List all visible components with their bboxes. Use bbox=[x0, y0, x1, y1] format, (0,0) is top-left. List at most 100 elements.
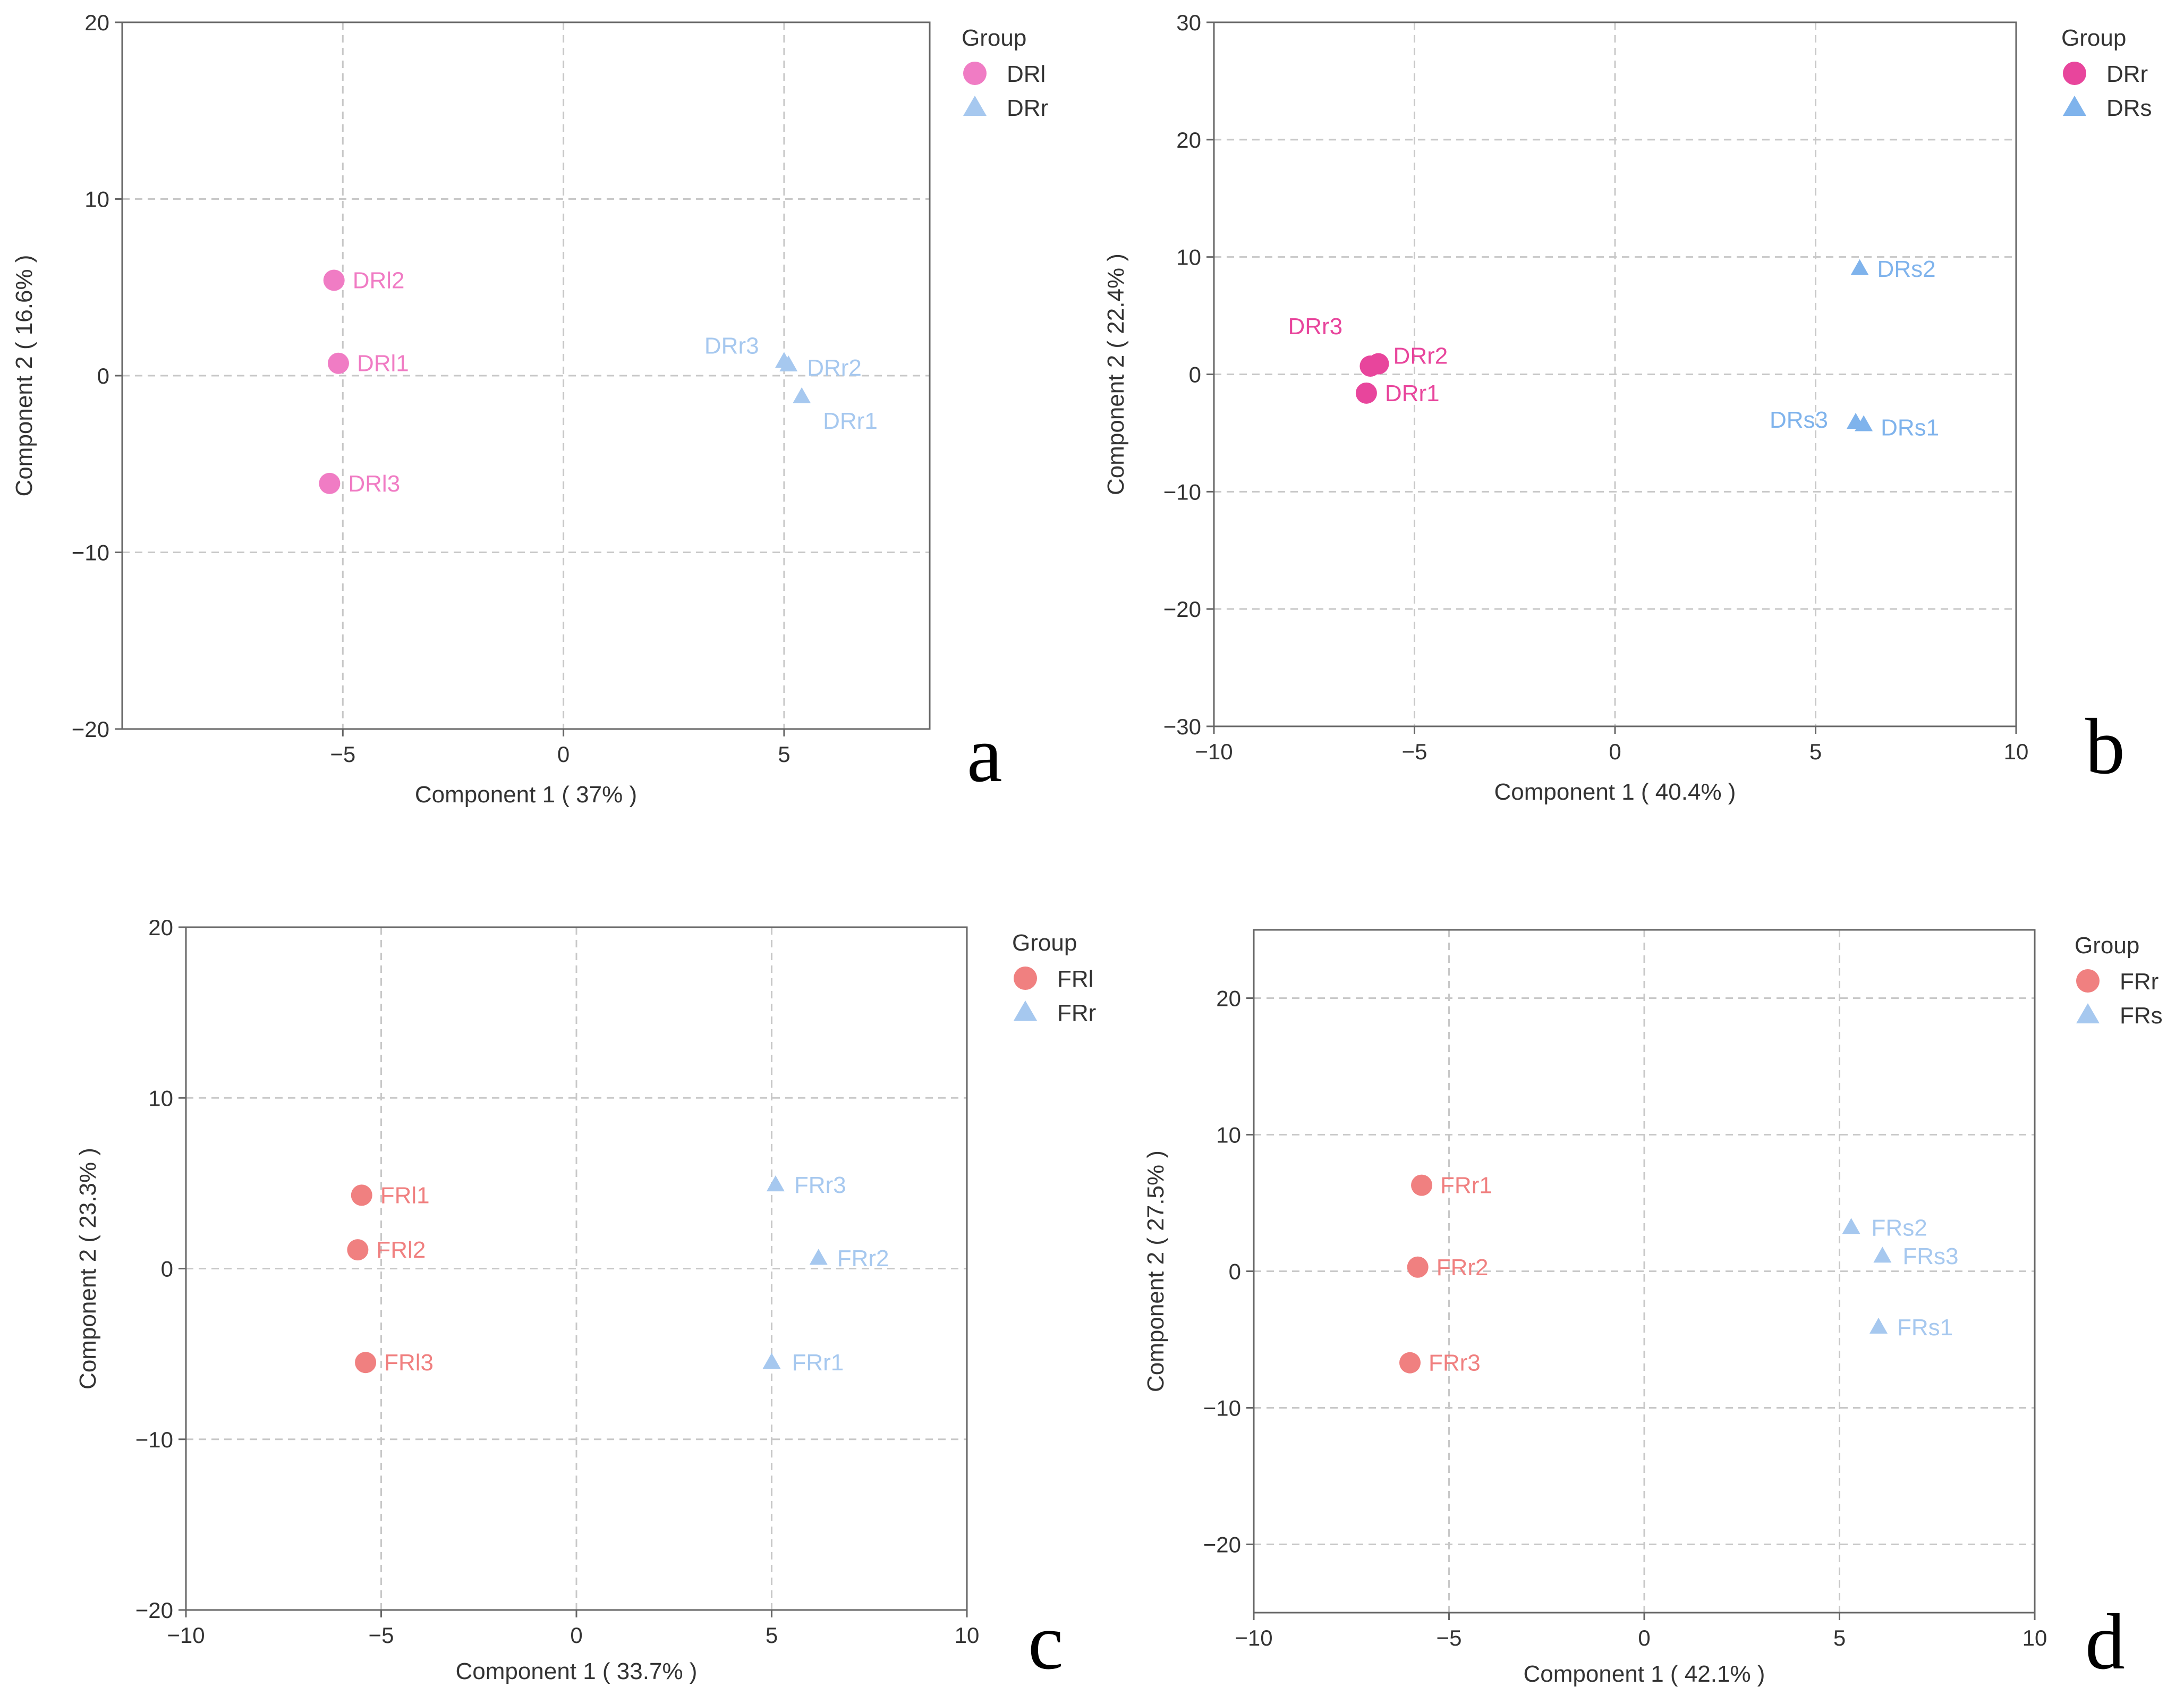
data-point-triangle bbox=[775, 352, 793, 368]
x-axis-title: Component 1 ( 33.7% ) bbox=[456, 1658, 698, 1684]
y-tick-label: 30 bbox=[1176, 10, 1201, 35]
data-point-triangle bbox=[766, 1175, 785, 1192]
data-point-label: FRl3 bbox=[384, 1350, 434, 1376]
y-tick-label: −30 bbox=[1163, 714, 1201, 739]
data-point-label: FRr3 bbox=[794, 1172, 846, 1198]
data-point-label: FRl1 bbox=[380, 1182, 430, 1208]
panel-letter: c bbox=[1028, 1598, 1064, 1686]
y-tick-label: −20 bbox=[72, 717, 109, 742]
legend-entry: DRs bbox=[2106, 95, 2152, 121]
legend-entry: DRl bbox=[1007, 61, 1046, 87]
chart-panel-d: −10 −5 0 5 10 −20 −10 0 10 20 Component 1 ( 42.1% … bbox=[1143, 929, 2163, 1687]
data-point-label: DRl1 bbox=[357, 351, 409, 377]
y-tick-label: −10 bbox=[1163, 479, 1201, 504]
legend-title: Group bbox=[962, 25, 1026, 51]
x-tick-label: −5 bbox=[330, 742, 355, 767]
data-point-label: DRs2 bbox=[1877, 256, 1936, 282]
data-point-circle bbox=[1355, 382, 1377, 404]
data-point-label: DRr2 bbox=[807, 355, 862, 381]
data-point-triangle bbox=[793, 387, 811, 403]
x-tick-label: 10 bbox=[2022, 1625, 2047, 1650]
panel-letter: d bbox=[2085, 1598, 2125, 1686]
data-point-label: DRr3 bbox=[704, 333, 759, 359]
x-tick-label: 5 bbox=[1833, 1625, 1846, 1650]
y-tick-label: 0 bbox=[97, 363, 109, 388]
y-tick-label: 20 bbox=[1216, 986, 1241, 1011]
data-point-triangle bbox=[762, 1353, 781, 1369]
x-tick-label: 0 bbox=[1638, 1625, 1650, 1650]
x-tick-label: −10 bbox=[1195, 739, 1233, 764]
data-point-circle bbox=[347, 1239, 369, 1261]
x-tick-label: 0 bbox=[557, 742, 570, 767]
x-tick-label: 10 bbox=[2004, 739, 2029, 764]
data-point-label: DRl2 bbox=[353, 267, 405, 293]
legend-marker-triangle bbox=[1014, 1001, 1037, 1021]
data-point-circle bbox=[355, 1352, 377, 1374]
data-point-triangle bbox=[809, 1249, 828, 1265]
x-tick-label: −5 bbox=[1437, 1625, 1462, 1650]
data-point-label: FRl2 bbox=[376, 1237, 426, 1263]
legend-title: Group bbox=[2061, 25, 2126, 51]
y-tick-label: −20 bbox=[1163, 597, 1201, 622]
legend-title: Group bbox=[2075, 933, 2139, 959]
data-point-label: DRr1 bbox=[823, 408, 878, 434]
data-point-label: DRs1 bbox=[1881, 414, 1939, 440]
data-point-triangle bbox=[1869, 1317, 1888, 1334]
legend-marker-triangle bbox=[2063, 96, 2086, 116]
y-tick-label: −10 bbox=[135, 1427, 173, 1452]
data-point-triangle bbox=[1847, 413, 1865, 429]
y-tick-label: −20 bbox=[135, 1598, 173, 1623]
chart-panel-a: −5 0 5 −20 −10 0 10 20 Component 1 ( 37% ) Compon… bbox=[11, 10, 1048, 808]
data-point-circle bbox=[1411, 1174, 1433, 1196]
legend-title: Group bbox=[1012, 930, 1077, 956]
y-tick-label: 20 bbox=[84, 10, 109, 35]
data-point-triangle bbox=[1873, 1247, 1892, 1263]
x-tick-label: −10 bbox=[167, 1623, 205, 1648]
legend-entry: DRr bbox=[2106, 61, 2148, 87]
data-point-label: DRr1 bbox=[1385, 380, 1440, 406]
data-point-circle bbox=[1399, 1352, 1421, 1374]
data-point-circle bbox=[1407, 1256, 1429, 1278]
data-point-circle bbox=[323, 269, 345, 291]
x-tick-label: 0 bbox=[1609, 739, 1621, 764]
data-point-label: FRr2 bbox=[837, 1245, 889, 1272]
chart-panel-b: −10 −5 0 5 10 −30 −20 −10 0 10 20 30 Component 1 ( 4… bbox=[1103, 10, 2152, 805]
y-tick-label: 0 bbox=[1189, 362, 1201, 387]
data-point-label: FRr2 bbox=[1437, 1255, 1489, 1281]
y-tick-label: 10 bbox=[148, 1086, 173, 1111]
data-point-circle bbox=[319, 472, 341, 494]
y-axis-title: Component 2 ( 23.3% ) bbox=[75, 1148, 101, 1389]
legend-entry: FRs bbox=[2120, 1003, 2163, 1029]
x-tick-label: 5 bbox=[1809, 739, 1822, 764]
x-tick-label: 0 bbox=[570, 1623, 582, 1648]
panel-letter: a bbox=[967, 710, 1002, 799]
y-tick-label: 10 bbox=[1176, 245, 1201, 270]
x-axis-title: Component 1 ( 42.1% ) bbox=[1524, 1661, 1765, 1687]
y-tick-label: −10 bbox=[1203, 1396, 1241, 1421]
legend-marker-circle bbox=[963, 62, 987, 85]
x-axis-title: Component 1 ( 37% ) bbox=[415, 782, 637, 808]
x-axis-title: Component 1 ( 40.4% ) bbox=[1494, 779, 1736, 805]
y-tick-label: 20 bbox=[1176, 128, 1201, 152]
legend-entry: FRr bbox=[1057, 1000, 1096, 1026]
data-point-label: FRr3 bbox=[1429, 1350, 1481, 1376]
legend-marker-circle bbox=[1014, 967, 1037, 990]
data-point-triangle bbox=[1842, 1218, 1860, 1234]
legend-marker-triangle bbox=[2076, 1003, 2100, 1023]
data-point-circle bbox=[327, 352, 349, 374]
data-point-label: DRs3 bbox=[1770, 407, 1828, 433]
legend-marker-triangle bbox=[963, 96, 987, 116]
x-tick-label: −10 bbox=[1235, 1625, 1272, 1650]
y-tick-label: −10 bbox=[72, 540, 109, 565]
y-tick-label: 10 bbox=[84, 187, 109, 212]
data-point-label: FRr1 bbox=[792, 1350, 844, 1376]
x-tick-label: 10 bbox=[955, 1623, 980, 1648]
y-tick-label: 10 bbox=[1216, 1123, 1241, 1148]
legend-marker-circle bbox=[2076, 969, 2100, 993]
data-point-label: DRl3 bbox=[348, 471, 400, 497]
y-axis-title: Component 2 ( 16.6% ) bbox=[11, 255, 37, 497]
data-point-label: DRr2 bbox=[1393, 343, 1448, 369]
